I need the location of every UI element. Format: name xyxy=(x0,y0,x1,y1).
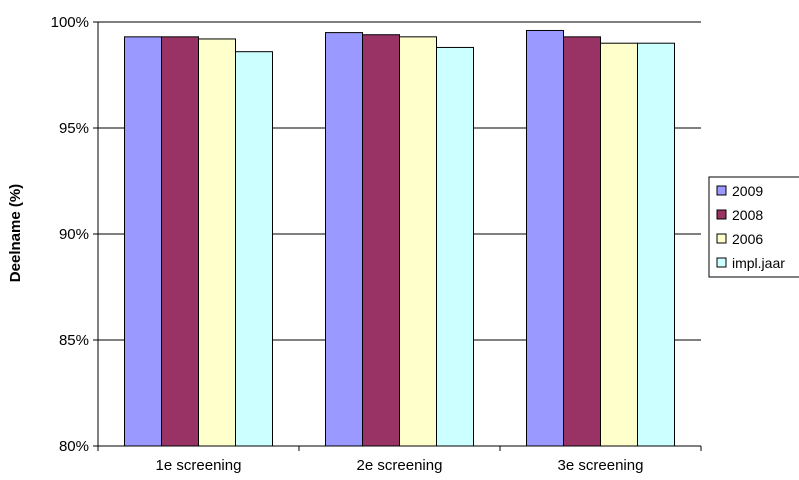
legend-label: 2008 xyxy=(732,207,763,223)
legend-swatch xyxy=(716,257,727,268)
bar-2006-2 xyxy=(399,36,437,447)
bar-impl-jaar-1 xyxy=(235,51,273,447)
y-tick-label: 95% xyxy=(59,120,89,137)
x-tick-label: 2e screening xyxy=(357,457,443,474)
bar-2009-1 xyxy=(124,36,162,447)
y-axis-label: Deelname (%) xyxy=(7,184,24,282)
x-tick-label: 1e screening xyxy=(156,457,242,474)
bar-2006-3 xyxy=(600,42,638,447)
y-tick-label: 80% xyxy=(59,438,89,455)
legend-swatch xyxy=(716,233,727,244)
y-tick-label: 100% xyxy=(51,14,89,31)
bars xyxy=(124,29,675,447)
bar-2009-2 xyxy=(325,32,363,447)
bar-2008-1 xyxy=(161,36,199,447)
bar-impl-jaar-2 xyxy=(436,46,474,447)
y-tick-label: 90% xyxy=(59,226,89,243)
bar-2008-3 xyxy=(563,36,601,447)
legend-label: 2009 xyxy=(732,183,763,199)
legend-swatch xyxy=(716,185,727,196)
legend-swatch xyxy=(716,209,727,220)
x-tick-labels: 1e screening 2e screening 3e screening xyxy=(156,457,644,474)
bar-impl-jaar-3 xyxy=(637,42,675,447)
bar-2008-2 xyxy=(362,34,400,447)
x-tick-label: 3e screening xyxy=(558,457,644,474)
y-tick-label: 85% xyxy=(59,332,89,349)
y-tick-labels: 80% 85% 90% 95% 100% xyxy=(51,14,89,455)
bar-2006-1 xyxy=(198,38,236,447)
axes xyxy=(97,22,702,451)
bar-2009-3 xyxy=(526,29,564,447)
legend-label: 2006 xyxy=(732,231,763,247)
legend: 2009 2008 2006 impl.jaar xyxy=(708,176,799,278)
legend-label: impl.jaar xyxy=(732,255,785,271)
